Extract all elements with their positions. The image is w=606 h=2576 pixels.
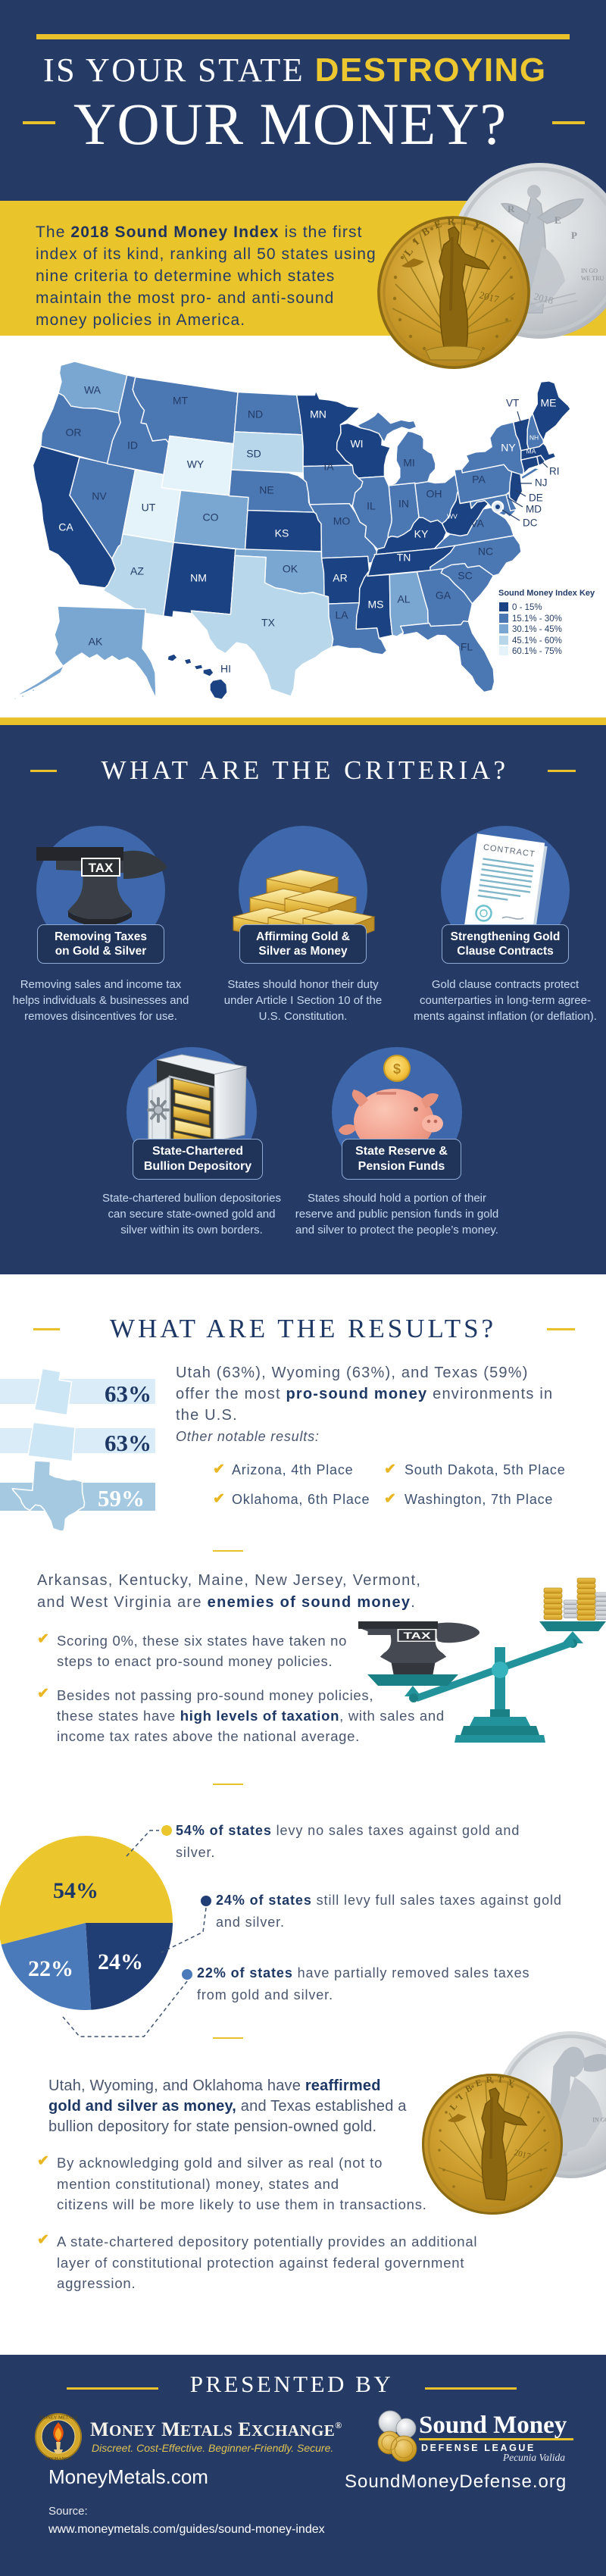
svg-text:60.1% - 75%: 60.1% - 75% bbox=[512, 647, 562, 656]
svg-text:NV: NV bbox=[92, 490, 107, 502]
svg-text:IN: IN bbox=[398, 498, 409, 510]
svg-text:0 - 15%: 0 - 15% bbox=[512, 603, 542, 612]
svg-text:$: $ bbox=[393, 1061, 401, 1077]
svg-text:NH: NH bbox=[529, 433, 539, 441]
svg-text:MD: MD bbox=[526, 504, 542, 515]
svg-text:CO: CO bbox=[203, 511, 219, 524]
svg-text:R: R bbox=[447, 216, 457, 228]
svg-text:DE: DE bbox=[529, 492, 543, 504]
svg-text:2017: 2017 bbox=[478, 289, 500, 305]
svg-text:AK: AK bbox=[89, 636, 103, 648]
svg-text:CA: CA bbox=[58, 521, 73, 533]
svg-text:E: E bbox=[474, 2077, 483, 2089]
svg-text:IN GO: IN GO bbox=[581, 267, 598, 274]
svg-text:NM: NM bbox=[190, 572, 207, 584]
svg-text:KY: KY bbox=[414, 528, 429, 540]
svg-text:AZ: AZ bbox=[130, 565, 144, 577]
svg-text:OH: OH bbox=[426, 488, 442, 500]
svg-text:TN: TN bbox=[397, 552, 411, 564]
svg-text:GA: GA bbox=[436, 589, 451, 602]
svg-text:30.1% - 45%: 30.1% - 45% bbox=[512, 625, 562, 634]
svg-text:TAX: TAX bbox=[89, 861, 114, 875]
svg-text:MI: MI bbox=[403, 457, 415, 469]
svg-text:OR: OR bbox=[66, 427, 82, 439]
svg-text:MT: MT bbox=[173, 395, 189, 407]
svg-text:AL: AL bbox=[397, 593, 410, 605]
svg-text:ME: ME bbox=[541, 397, 557, 409]
svg-text:2018: 2018 bbox=[533, 290, 554, 306]
svg-text:DC: DC bbox=[523, 517, 538, 529]
svg-text:IA: IA bbox=[323, 461, 334, 473]
svg-text:VT: VT bbox=[506, 398, 519, 409]
svg-text:IL: IL bbox=[367, 500, 376, 512]
svg-text:P: P bbox=[571, 230, 577, 241]
svg-text:T: T bbox=[461, 216, 470, 228]
svg-text:SD: SD bbox=[246, 448, 261, 460]
svg-text:SC: SC bbox=[458, 570, 472, 582]
svg-text:WV: WV bbox=[447, 512, 458, 520]
svg-text:WE TRU: WE TRU bbox=[581, 275, 604, 282]
svg-text:TAX: TAX bbox=[403, 1631, 431, 1641]
svg-text:Sound Money Index Key: Sound Money Index Key bbox=[498, 589, 595, 598]
svg-text:WY: WY bbox=[187, 458, 205, 470]
svg-text:EXCHANGE: EXCHANGE bbox=[45, 2456, 72, 2462]
svg-text:MN: MN bbox=[310, 408, 326, 420]
svg-text:R: R bbox=[486, 2074, 493, 2085]
svg-text:RI: RI bbox=[549, 466, 560, 477]
svg-text:MONEY METALS: MONEY METALS bbox=[39, 2415, 78, 2421]
svg-text:MO: MO bbox=[333, 515, 351, 527]
svg-text:NC: NC bbox=[478, 546, 493, 558]
svg-text:MA: MA bbox=[526, 447, 536, 455]
svg-text:WA: WA bbox=[84, 384, 102, 396]
svg-text:VA: VA bbox=[470, 517, 484, 530]
svg-text:15.1% - 30%: 15.1% - 30% bbox=[512, 614, 562, 624]
svg-text:FL: FL bbox=[461, 641, 473, 653]
svg-text:ND: ND bbox=[248, 408, 263, 420]
svg-text:OK: OK bbox=[283, 563, 298, 575]
svg-text:UT: UT bbox=[142, 502, 156, 514]
svg-text:KS: KS bbox=[275, 527, 289, 539]
svg-text:MS: MS bbox=[368, 599, 384, 611]
svg-text:T: T bbox=[497, 2074, 504, 2085]
svg-text:IN GOD: IN GOD bbox=[592, 2117, 606, 2124]
svg-text:NJ: NJ bbox=[535, 477, 548, 489]
svg-text:WI: WI bbox=[350, 438, 363, 450]
svg-text:E: E bbox=[433, 219, 444, 232]
svg-text:Y: Y bbox=[472, 219, 483, 233]
svg-text:R: R bbox=[508, 203, 515, 214]
svg-text:LA: LA bbox=[335, 609, 348, 621]
svg-text:45.1% - 60%: 45.1% - 60% bbox=[512, 636, 562, 646]
svg-text:2017: 2017 bbox=[513, 2148, 532, 2161]
svg-text:AR: AR bbox=[333, 572, 347, 584]
svg-text:PA: PA bbox=[472, 474, 486, 486]
svg-text:NE: NE bbox=[259, 484, 273, 496]
svg-text:ID: ID bbox=[127, 439, 138, 452]
svg-text:NY: NY bbox=[501, 442, 516, 454]
svg-text:E: E bbox=[554, 214, 561, 226]
svg-text:TX: TX bbox=[261, 617, 276, 629]
svg-text:HI: HI bbox=[220, 663, 231, 675]
